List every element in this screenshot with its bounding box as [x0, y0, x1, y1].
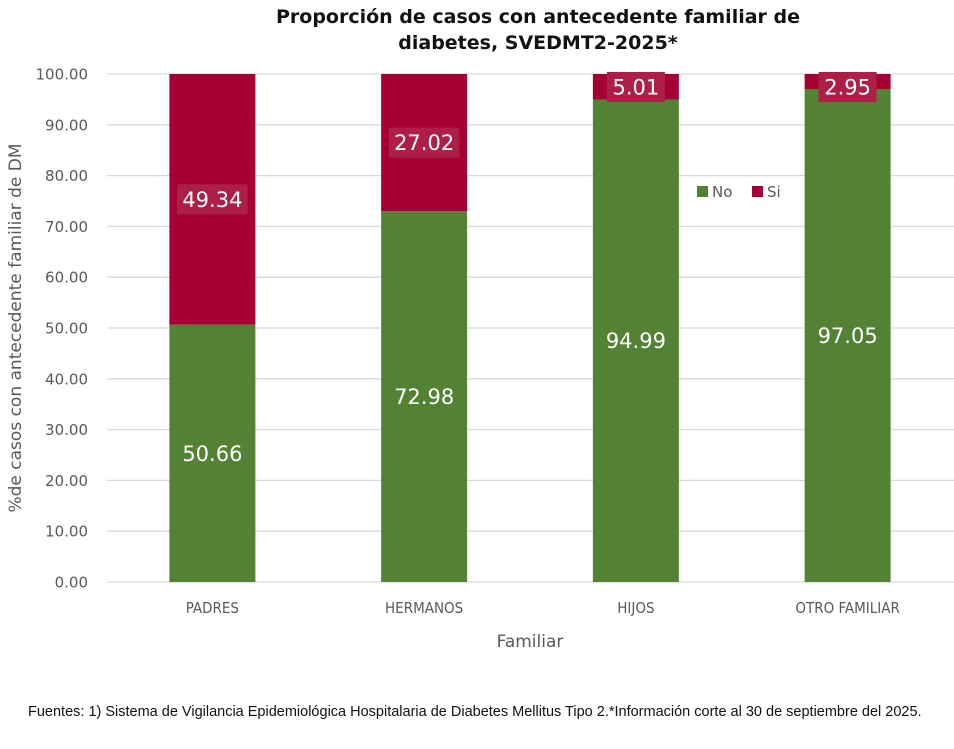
data-label-box [388, 127, 460, 158]
y-tick-label: 90.00 [45, 116, 88, 134]
data-label-si: 49.34 [182, 188, 242, 212]
y-tick-label: 20.00 [45, 472, 88, 490]
legend-swatch-si [752, 186, 763, 197]
bar-no-otro-familiar [804, 88, 891, 583]
legend-swatch-no [697, 186, 708, 197]
bar-no-hijos [592, 99, 679, 582]
y-tick-label: 0.00 [55, 574, 88, 592]
data-label-si: 27.02 [394, 131, 454, 155]
y-tick-label: 70.00 [45, 218, 88, 236]
data-label-box [606, 72, 665, 102]
x-tick-label: HERMANOS [385, 599, 463, 617]
bar-no-hermanos [381, 211, 468, 582]
data-label-no: 50.66 [182, 442, 242, 466]
chart-title-line-1: Proporción de casos con antecedente fami… [276, 6, 800, 28]
chart-title-line-2: diabetes, SVEDMT2-2025* [398, 32, 678, 54]
y-tick-label: 80.00 [45, 167, 88, 185]
legend-label-no: No [712, 183, 732, 201]
y-tick-label: 10.00 [45, 523, 88, 541]
x-axis-title: Familiar [497, 632, 564, 652]
footer-source-note: Fuentes: 1) Sistema de Vigilancia Epidem… [28, 704, 922, 720]
y-axis-ticks: 0.00 10.00 20.00 30.00 40.00 50.00 60.00 70.00 8… [36, 66, 89, 592]
data-label-no: 97.05 [818, 324, 878, 348]
y-tick-label: 60.00 [45, 269, 88, 287]
legend: No Si [697, 183, 781, 201]
bars: 50.66 49.34 72.98 27.02 94.99 5.01 97.05 2.95 [169, 72, 891, 583]
x-tick-label: HIJOS [617, 599, 654, 617]
x-tick-label: PADRES [186, 599, 239, 617]
stacked-bar-chart: Proporción de casos con antecedente fami… [6, 6, 954, 652]
x-axis-categories: PADRES HERMANOS HIJOS OTRO FAMILIAR [186, 599, 900, 617]
data-label-si: 5.01 [612, 76, 659, 100]
y-tick-label: 50.00 [45, 320, 88, 338]
data-label-no: 72.98 [394, 385, 454, 409]
data-label-box [177, 184, 248, 215]
x-tick-label: OTRO FAMILIAR [795, 599, 899, 617]
y-axis-title: %de casos con antecedente familiar de DM [6, 143, 26, 512]
data-label-no: 94.99 [606, 329, 666, 353]
y-tick-label: 100.00 [36, 66, 89, 84]
y-tick-label: 30.00 [45, 421, 88, 439]
data-label-si: 2.95 [824, 76, 871, 100]
data-label-box [818, 72, 877, 102]
legend-label-si: Si [767, 183, 781, 201]
y-tick-label: 40.00 [45, 370, 88, 388]
bar-no-padres [169, 324, 256, 582]
